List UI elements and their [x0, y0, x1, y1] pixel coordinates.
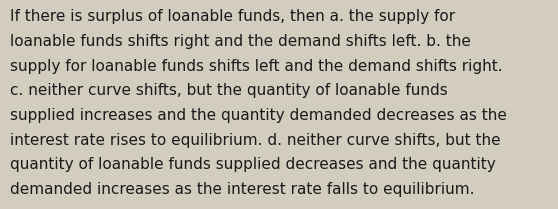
Text: supplied increases and the quantity demanded decreases as the: supplied increases and the quantity dema…: [10, 108, 507, 123]
Text: supply for loanable funds shifts left and the demand shifts right.: supply for loanable funds shifts left an…: [10, 59, 503, 74]
Text: quantity of loanable funds supplied decreases and the quantity: quantity of loanable funds supplied decr…: [10, 157, 496, 172]
Text: If there is surplus of loanable funds, then a. the supply for: If there is surplus of loanable funds, t…: [10, 9, 455, 24]
Text: c. neither curve shifts, but the quantity of loanable funds: c. neither curve shifts, but the quantit…: [10, 83, 448, 98]
Text: demanded increases as the interest rate falls to equilibrium.: demanded increases as the interest rate …: [10, 182, 474, 197]
Text: interest rate rises to equilibrium. d. neither curve shifts, but the: interest rate rises to equilibrium. d. n…: [10, 133, 501, 148]
Text: loanable funds shifts right and the demand shifts left. b. the: loanable funds shifts right and the dema…: [10, 34, 471, 49]
